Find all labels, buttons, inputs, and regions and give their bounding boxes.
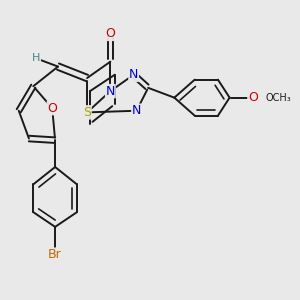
Text: O: O	[248, 91, 258, 104]
Text: N: N	[106, 85, 115, 98]
Text: S: S	[83, 106, 91, 119]
Text: Br: Br	[48, 248, 62, 261]
Text: OCH₃: OCH₃	[266, 93, 292, 103]
Text: H: H	[32, 53, 41, 63]
Text: O: O	[47, 102, 57, 115]
Text: N: N	[129, 68, 138, 81]
Text: N: N	[132, 104, 141, 117]
Text: O: O	[105, 27, 115, 40]
